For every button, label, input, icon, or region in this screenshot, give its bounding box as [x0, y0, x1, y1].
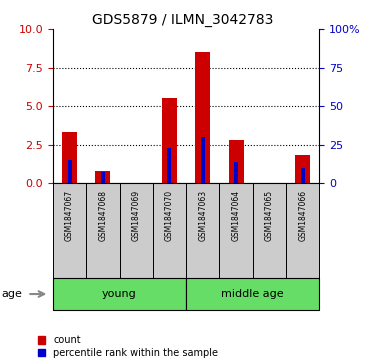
Bar: [228, 140, 243, 183]
Text: age: age: [2, 289, 23, 299]
Text: GSM1847069: GSM1847069: [132, 190, 141, 241]
Text: GSM1847063: GSM1847063: [198, 190, 207, 241]
Bar: [295, 155, 310, 183]
Bar: [201, 137, 205, 183]
Bar: [186, 278, 319, 310]
Bar: [86, 183, 120, 278]
Bar: [153, 183, 186, 278]
Bar: [301, 168, 305, 183]
Text: GSM1847065: GSM1847065: [265, 190, 274, 241]
Bar: [68, 160, 72, 183]
Bar: [53, 183, 86, 278]
Bar: [162, 98, 177, 183]
Text: GDS5879 / ILMN_3042783: GDS5879 / ILMN_3042783: [92, 13, 273, 27]
Bar: [168, 148, 172, 183]
Text: GSM1847067: GSM1847067: [65, 190, 74, 241]
Bar: [234, 162, 238, 183]
Text: GSM1847064: GSM1847064: [232, 190, 241, 241]
Bar: [95, 171, 110, 183]
Text: young: young: [102, 289, 137, 299]
Bar: [62, 132, 77, 183]
Bar: [195, 52, 210, 183]
Bar: [219, 183, 253, 278]
Text: GSM1847066: GSM1847066: [298, 190, 307, 241]
Text: GSM1847068: GSM1847068: [99, 190, 107, 241]
Bar: [120, 183, 153, 278]
Bar: [186, 183, 219, 278]
Legend: count, percentile rank within the sample: count, percentile rank within the sample: [38, 335, 218, 358]
Bar: [286, 183, 319, 278]
Text: GSM1847070: GSM1847070: [165, 190, 174, 241]
Bar: [101, 172, 105, 183]
Bar: [53, 278, 186, 310]
Bar: [253, 183, 286, 278]
Text: middle age: middle age: [222, 289, 284, 299]
